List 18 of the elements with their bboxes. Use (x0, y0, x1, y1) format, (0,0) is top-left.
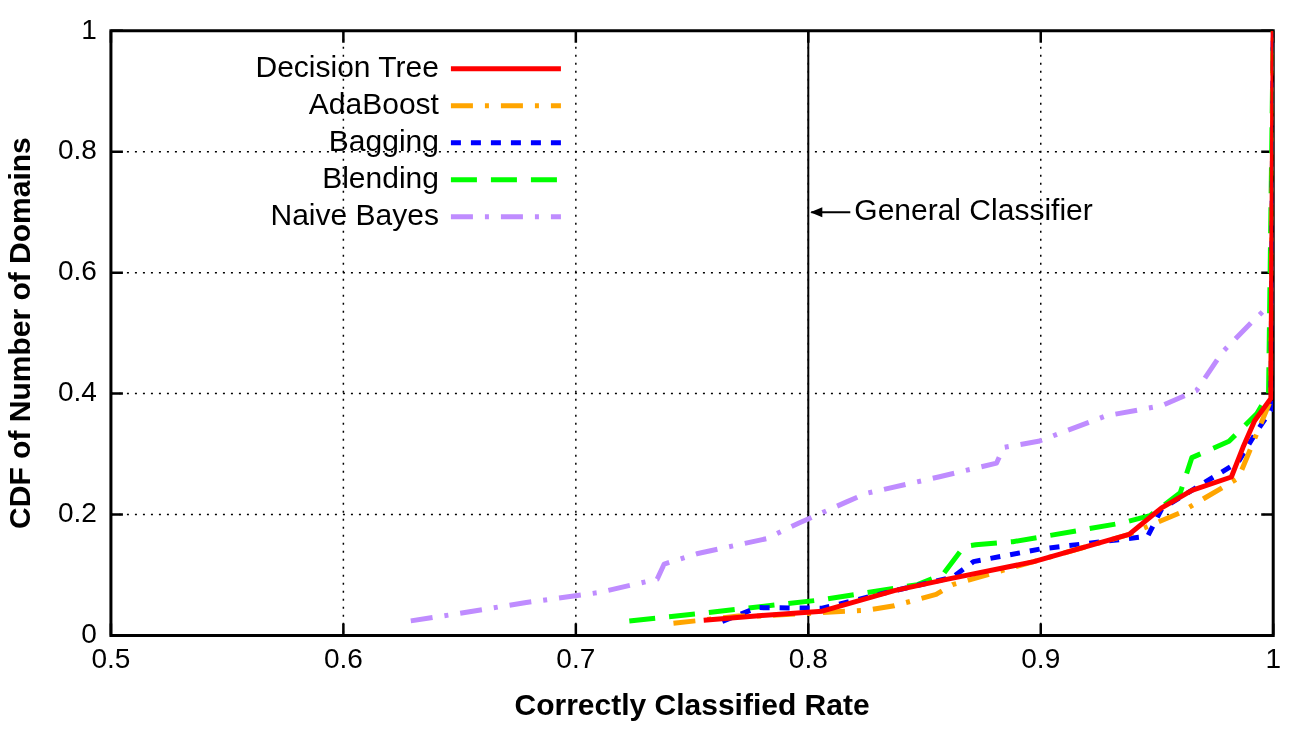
y-tick-label: 1 (81, 13, 97, 45)
y-axis-title: CDF of Number of Domains (3, 137, 37, 529)
legend-label: Blending (322, 161, 439, 195)
ref-line-label: General Classifier (854, 193, 1093, 227)
x-tick-label: 0.8 (788, 642, 828, 674)
legend-label: Decision Tree (255, 50, 439, 84)
x-tick-label: 0.9 (1021, 642, 1061, 674)
legend-label: Bagging (328, 124, 439, 158)
y-tick-label: 0.8 (57, 134, 97, 166)
x-tick-label: 0.7 (556, 642, 596, 674)
y-tick-label: 0.4 (57, 376, 97, 408)
legend-label: Naive Bayes (270, 198, 439, 232)
x-tick-label: 0.6 (323, 642, 363, 674)
y-tick-label: 0.2 (57, 497, 97, 529)
x-axis-title: Correctly Classified Rate (514, 688, 870, 722)
y-tick-label: 0.6 (57, 255, 97, 287)
x-tick-label: 1 (1265, 642, 1281, 674)
legend-label: AdaBoost (308, 87, 440, 121)
